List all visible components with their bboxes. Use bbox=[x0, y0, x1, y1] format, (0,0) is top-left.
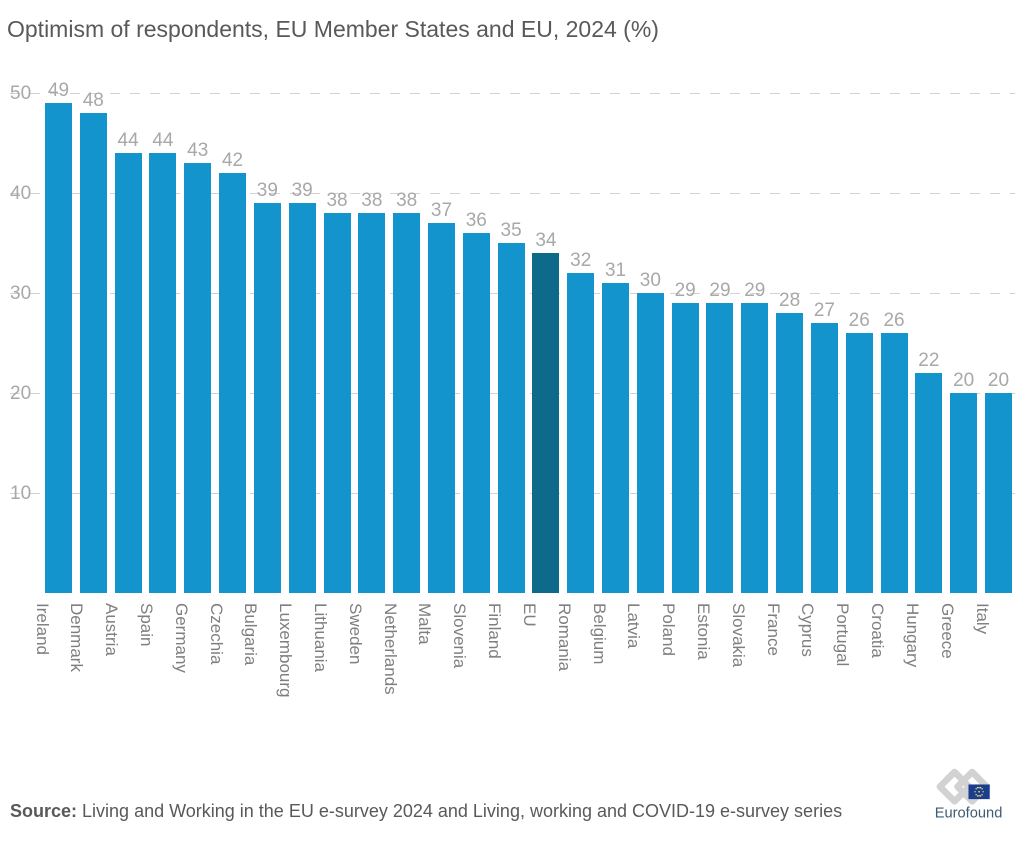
svg-text:Eurofound: Eurofound bbox=[935, 805, 1003, 821]
